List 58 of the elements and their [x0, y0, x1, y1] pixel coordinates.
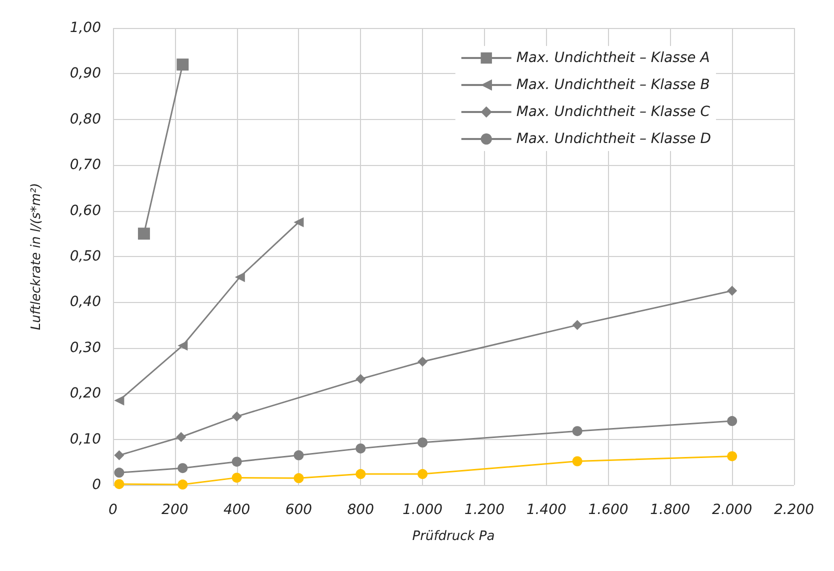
point [572, 320, 582, 330]
point [178, 463, 188, 474]
y-tick-label: 0,90 [70, 66, 102, 82]
point [356, 443, 366, 454]
y-tick-label: 0,30 [70, 340, 102, 356]
point [138, 228, 150, 240]
point [234, 272, 245, 282]
point [418, 438, 428, 448]
point [418, 469, 428, 480]
point [572, 456, 582, 466]
x-tick-label: 600 [285, 502, 312, 518]
legend-label: Max. Undichtheit – Klasse D [516, 131, 712, 147]
point [178, 340, 188, 351]
x-tick-label: 400 [223, 502, 250, 518]
point [294, 217, 304, 228]
x-tick-label: 1.200 [464, 502, 505, 518]
point [356, 374, 366, 384]
point [178, 480, 188, 490]
y-tick-label: 0,70 [70, 157, 102, 174]
point [232, 456, 242, 467]
x-tick-label: 1.400 [526, 502, 566, 518]
point [418, 356, 428, 367]
point [727, 416, 738, 426]
x-tick-label: 1.800 [650, 502, 690, 518]
point [572, 426, 582, 436]
x-tick-label: 1.000 [402, 502, 443, 518]
point [114, 395, 124, 406]
y-axis-title: Luftleckrate in l/(s*m²) [29, 182, 44, 330]
point [176, 432, 186, 442]
y-tick-label: 0,80 [70, 111, 102, 128]
point [114, 468, 124, 478]
y-tick-label: 0,40 [70, 294, 102, 310]
x-tick-label: 2.000 [712, 502, 752, 518]
x-tick-label: 200 [162, 502, 188, 518]
point [232, 411, 242, 422]
legend-label: Max. Undichtheit – Klasse A [516, 50, 710, 66]
y-tick-label: 0 [92, 477, 102, 493]
x-tick-label: 2.200 [774, 502, 814, 518]
y-tick-label: 0,50 [70, 248, 102, 264]
legend-label: Max. Undichtheit – Klasse C [516, 104, 710, 120]
x-axis-title: Prüfdruck Pa [412, 529, 495, 544]
y-tick-label: 0,10 [70, 431, 102, 448]
point [727, 286, 738, 296]
point [114, 479, 124, 490]
x-tick-label: 1.600 [588, 502, 628, 518]
point [294, 473, 304, 484]
y-tick-label: 0,20 [70, 386, 102, 402]
legend-label: Max. Undichtheit – Klasse B [516, 77, 710, 93]
point [294, 450, 304, 460]
y-tick-label: 0,60 [70, 202, 102, 219]
point [356, 469, 366, 480]
x-tick-label: 0 [108, 502, 118, 518]
point [114, 450, 124, 460]
point [727, 451, 738, 462]
point [232, 472, 242, 483]
y-tick-label: 1,00 [70, 20, 102, 36]
point [176, 58, 189, 71]
x-tick-label: 800 [347, 502, 374, 518]
